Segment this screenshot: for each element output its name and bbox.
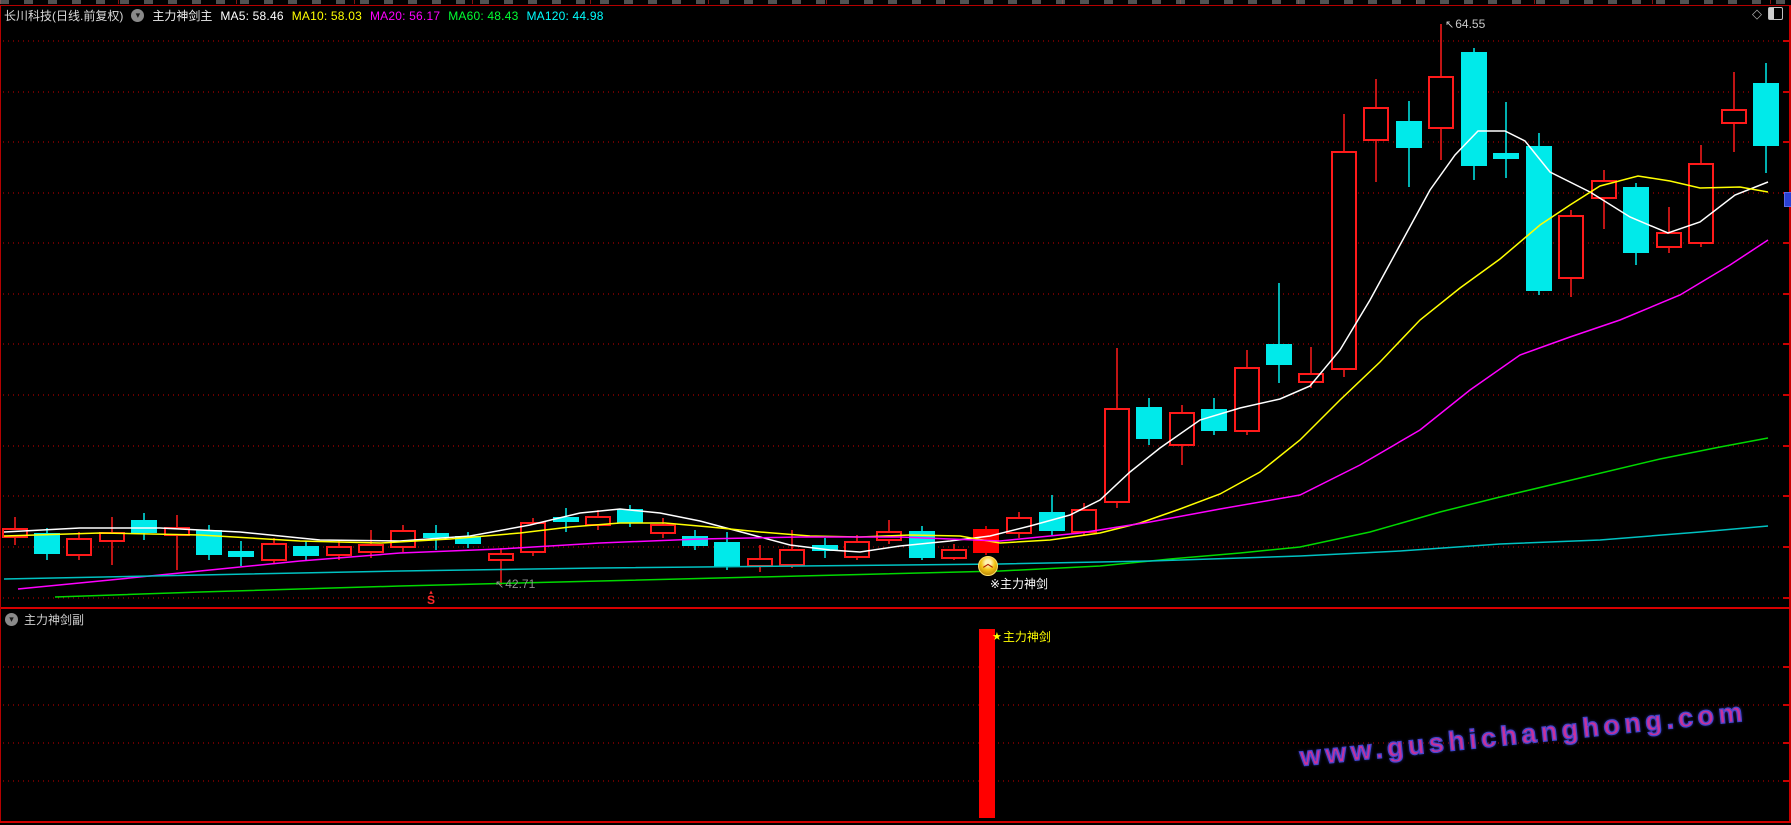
candle-body (1331, 151, 1357, 370)
candle-body (1721, 109, 1747, 124)
triangle-up-icon: ▴ (429, 589, 433, 596)
candle-body (1656, 232, 1682, 248)
sub-signal-label: ★ 主力神剑 (992, 630, 1051, 644)
candle-body (1234, 367, 1260, 432)
candle-body (1428, 76, 1454, 129)
candle-body (1396, 121, 1422, 148)
candle-body (1688, 163, 1714, 244)
panel-separator (1, 607, 1790, 609)
window-controls: ◇ (1752, 7, 1783, 20)
candle-body (1298, 373, 1324, 383)
split-window-icon[interactable] (1768, 7, 1783, 20)
ma-line-ma10 (3, 175, 1769, 544)
candle-body (99, 532, 125, 542)
window-border-right (1789, 5, 1791, 822)
clipped-toolbar-row (0, 0, 1791, 4)
candle-body (34, 533, 60, 554)
candle-body (293, 546, 319, 556)
candle-body (1493, 153, 1519, 159)
candle-body (1071, 509, 1097, 533)
chart-header: 长川科技(日线.前复权) ▾ 主力神剑主 MA5: 58.46 MA10: 58… (4, 7, 604, 24)
candle-body (488, 553, 514, 561)
ma20-value: MA20: 56.17 (369, 8, 441, 23)
arrow-up-left-icon: ↖ (495, 579, 505, 591)
low-price-label: ↖42.71 (495, 577, 536, 591)
candle-body (261, 543, 287, 561)
candle-body (650, 524, 676, 534)
candle-body (1753, 83, 1779, 146)
candle-body (1363, 107, 1389, 141)
sub-indicator-name: 主力神剑副 (24, 613, 85, 627)
ma10-value: MA10: 58.03 (291, 8, 362, 23)
candle-body (617, 509, 643, 523)
candle-body (844, 541, 870, 558)
candle-body (779, 549, 805, 566)
candle-body (228, 551, 254, 557)
sub-signal-bar (979, 629, 995, 818)
sell-signal-marker: ▴ S (427, 589, 436, 607)
ma-line-ma5 (3, 130, 1769, 553)
main-indicator-name: 主力神剑主 (152, 9, 213, 23)
candle-body (2, 528, 28, 538)
candle-body (326, 546, 352, 556)
ma-line-ma20 (17, 239, 1769, 590)
candle-body (1461, 52, 1487, 166)
window-border-top (0, 5, 1791, 6)
candle-body (941, 549, 967, 559)
candle-body (1169, 412, 1195, 446)
diamond-icon[interactable]: ◇ (1752, 6, 1762, 21)
main-signal-label: ※主力神剑 (990, 577, 1049, 591)
window-border-left (0, 5, 1, 822)
sub-panel-header: ▾ 主力神剑副 (5, 611, 84, 628)
collapse-sub-indicator-icon[interactable]: ▾ (5, 613, 18, 626)
candle-body (131, 520, 157, 533)
candle-body (66, 538, 92, 556)
ma-line-ma60 (54, 437, 1769, 598)
candle-body (1266, 344, 1292, 365)
candle-body (1039, 512, 1065, 531)
candle-body (390, 530, 416, 548)
arrow-up-left-icon: ↖ (1445, 19, 1455, 31)
right-axis-price-tag (1784, 192, 1791, 207)
candle-body (1591, 180, 1617, 199)
candle-body (423, 533, 449, 538)
high-price-label: ↖64.55 (1445, 17, 1486, 31)
candle-body (682, 536, 708, 546)
candle-body (1136, 407, 1162, 439)
ma60-value: MA60: 48.43 (448, 8, 519, 23)
candle-body (747, 558, 773, 567)
star-icon: ★ (992, 631, 1002, 643)
stock-title: 长川科技(日线.前复权) (4, 9, 124, 23)
window-border-bottom (0, 821, 1791, 823)
candle-body (714, 542, 740, 567)
chevron-up-icon: ︿ (983, 559, 993, 570)
ma-line-ma120 (3, 525, 1769, 580)
ma120-value: MA120: 44.98 (526, 8, 604, 23)
candle-body (358, 544, 384, 553)
gold-coin-signal-icon: ︿ (978, 556, 998, 576)
ma5-value: MA5: 58.46 (220, 8, 284, 23)
candle-body (1104, 408, 1130, 503)
candle-body (1558, 215, 1584, 279)
collapse-main-indicator-icon[interactable]: ▾ (131, 9, 145, 22)
